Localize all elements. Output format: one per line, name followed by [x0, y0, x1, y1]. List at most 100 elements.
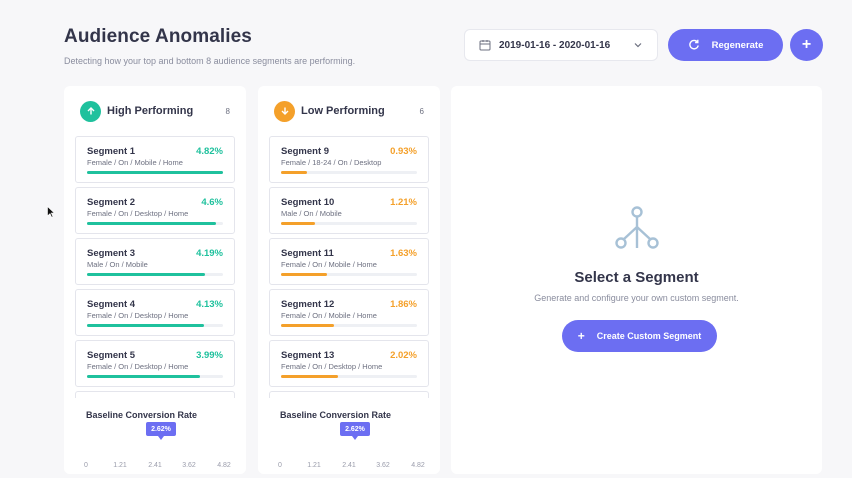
- segment-name: Segment 11: [281, 248, 334, 259]
- select-segment-subtitle: Generate and configure your own custom s…: [534, 293, 739, 303]
- axis-tick: 4.82: [217, 462, 231, 469]
- segment-card[interactable]: Segment 10 Male / On / Mobile 1.21%: [269, 187, 429, 234]
- segment-name: Segment 1: [87, 146, 136, 157]
- axis-tick: 3.62: [376, 462, 390, 469]
- date-range-value: 2019-01-16 - 2020-01-16: [499, 39, 611, 51]
- select-segment-title: Select a Segment: [574, 269, 699, 286]
- progress-fill: [87, 375, 200, 378]
- progress-track: [281, 273, 417, 276]
- segment-rate: 1.86%: [390, 299, 417, 310]
- segment-card[interactable]: Segment 2 Female / On / Desktop / Home 4…: [75, 187, 235, 234]
- segment-card[interactable]: Segment 5 Female / On / Desktop / Home 3…: [75, 340, 235, 387]
- segment-rate: 1.63%: [390, 248, 417, 259]
- segment-rate: 3.99%: [196, 350, 223, 361]
- segment-rate: 4.82%: [196, 146, 223, 157]
- progress-fill: [87, 324, 204, 327]
- segment-rate: 4.6%: [201, 197, 223, 208]
- arrow-up-icon: [80, 100, 101, 122]
- segment-rate: 1.21%: [390, 197, 417, 208]
- mouse-cursor-icon: [47, 206, 55, 218]
- progress-track: [87, 324, 223, 327]
- progress-fill: [281, 222, 315, 225]
- add-button[interactable]: +: [790, 29, 823, 61]
- segment-count: 6: [419, 106, 424, 116]
- progress-fill: [281, 375, 339, 378]
- axis-tick: 3.62: [182, 462, 196, 469]
- segment-name: Segment 13: [281, 350, 335, 361]
- segment-name: Segment 10: [281, 197, 335, 208]
- plus-icon: +: [577, 329, 585, 343]
- segment-name: Segment 12: [281, 299, 335, 310]
- baseline-conversion: Baseline Conversion Rate 2.62% 0 1.21 2.…: [64, 398, 246, 474]
- low-performing-panel: Low Performing 6 Segment 9 Female / 18-2…: [258, 86, 440, 474]
- segment-rate: 2.02%: [390, 350, 417, 361]
- segment-description: Female / On / Desktop / Home: [87, 311, 189, 320]
- axis-tick: 4.82: [411, 462, 425, 469]
- branch-icon: [615, 206, 659, 249]
- progress-track: [281, 324, 417, 327]
- axis-tick: 1.21: [307, 462, 321, 469]
- segment-description: Female / On / Mobile / Home: [281, 311, 377, 320]
- segment-name: Segment 4: [87, 299, 136, 310]
- progress-track: [281, 222, 417, 225]
- chevron-down-icon: [634, 43, 642, 48]
- axis-tick: 2.41: [148, 462, 162, 469]
- select-segment-panel: Select a Segment Generate and configure …: [451, 86, 822, 474]
- progress-track: [87, 375, 223, 378]
- arrow-down-icon: [274, 100, 295, 122]
- segment-card[interactable]: Segment 1 Female / On / Mobile / Home 4.…: [75, 136, 235, 183]
- baseline-title: Baseline Conversion Rate: [86, 410, 198, 420]
- progress-fill: [281, 324, 335, 327]
- plus-icon: +: [801, 36, 812, 53]
- segment-description: Female / 18-24 / On / Desktop: [281, 158, 382, 167]
- segment-rate: 4.13%: [196, 299, 223, 310]
- baseline-axis: 0 1.21 2.41 3.62 4.82: [278, 450, 426, 469]
- progress-track: [87, 171, 223, 174]
- high-performing-panel: High Performing 8 Segment 1 Female / On …: [64, 86, 246, 474]
- segment-description: Male / On / Mobile: [281, 209, 342, 218]
- progress-track: [281, 375, 417, 378]
- regenerate-label: Regenerate: [711, 39, 764, 51]
- segment-card[interactable]: Segment 4 Female / On / Desktop / Home 4…: [75, 289, 235, 336]
- segment-card[interactable]: Segment 11 Female / On / Mobile / Home 1…: [269, 238, 429, 285]
- segment-description: Female / On / Mobile / Home: [87, 158, 183, 167]
- progress-track: [281, 171, 417, 174]
- progress-fill: [281, 171, 307, 174]
- progress-fill: [281, 273, 328, 276]
- segment-description: Female / On / Mobile / Home: [281, 260, 377, 269]
- segment-count: 8: [225, 106, 230, 116]
- segment-card[interactable]: Segment 13 Female / On / Desktop / Home …: [269, 340, 429, 387]
- progress-fill: [87, 273, 206, 276]
- baseline-conversion: Baseline Conversion Rate 2.62% 0 1.21 2.…: [258, 398, 440, 474]
- date-range-picker[interactable]: 2019-01-16 - 2020-01-16: [464, 29, 658, 61]
- baseline-marker: 2.62%: [146, 422, 176, 440]
- segment-description: Female / On / Desktop / Home: [281, 362, 383, 371]
- calendar-icon: [479, 40, 491, 51]
- panel-title: Low Performing: [301, 105, 385, 117]
- baseline-marker: 2.62%: [340, 422, 370, 440]
- segment-card[interactable]: Segment 9 Female / 18-24 / On / Desktop …: [269, 136, 429, 183]
- progress-track: [87, 273, 223, 276]
- progress-fill: [87, 222, 217, 225]
- regenerate-button[interactable]: Regenerate: [668, 29, 783, 61]
- segment-rate: 0.93%: [390, 146, 417, 157]
- baseline-axis: 0 1.21 2.41 3.62 4.82: [84, 450, 232, 469]
- page-title: Audience Anomalies: [64, 26, 252, 47]
- refresh-icon: [688, 39, 699, 50]
- segment-description: Male / On / Mobile: [87, 260, 148, 269]
- create-custom-segment-label: Create Custom Segment: [596, 331, 702, 341]
- create-custom-segment-button[interactable]: + Create Custom Segment: [562, 320, 717, 352]
- segment-card[interactable]: Segment 12 Female / On / Mobile / Home 1…: [269, 289, 429, 336]
- segment-name: Segment 9: [281, 146, 330, 157]
- panel-header: Low Performing 6: [274, 100, 424, 122]
- segment-list[interactable]: Segment 1 Female / On / Mobile / Home 4.…: [75, 136, 235, 448]
- segment-card[interactable]: Segment 3 Male / On / Mobile 4.19%: [75, 238, 235, 285]
- panel-title: High Performing: [107, 105, 194, 117]
- segment-description: Female / On / Desktop / Home: [87, 362, 189, 371]
- axis-tick: 2.41: [342, 462, 356, 469]
- progress-track: [87, 222, 223, 225]
- segment-description: Female / On / Desktop / Home: [87, 209, 189, 218]
- axis-tick: 0: [278, 462, 282, 469]
- axis-tick: 1.21: [113, 462, 127, 469]
- progress-fill: [87, 171, 223, 174]
